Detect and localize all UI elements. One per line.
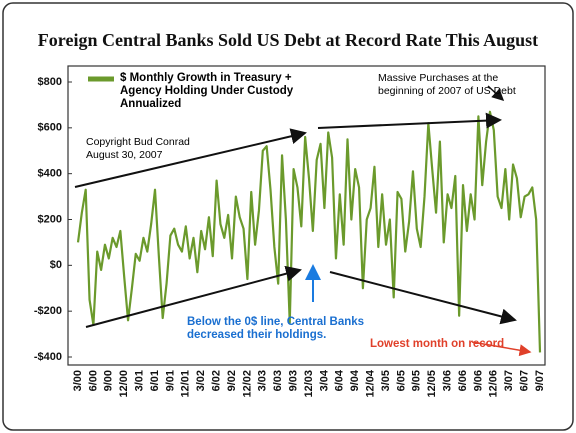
x-tick-label: 12/00 bbox=[118, 370, 130, 398]
arrow bbox=[471, 341, 532, 357]
y-tick-label: $400 bbox=[38, 168, 62, 180]
x-tick-label: 9/05 bbox=[411, 370, 423, 391]
x-tick-label: 12/04 bbox=[365, 369, 377, 397]
y-tick-label: $0 bbox=[50, 259, 62, 271]
x-tick-label: 12/02 bbox=[241, 370, 253, 398]
x-tick-label: 9/03 bbox=[288, 370, 300, 391]
x-tick-label: 3/05 bbox=[380, 370, 392, 391]
annotation: Copyright Bud Conrad bbox=[86, 136, 190, 148]
x-tick-label: 9/02 bbox=[226, 370, 238, 391]
x-tick-label: 9/00 bbox=[103, 370, 115, 391]
x-tick-label: 9/06 bbox=[472, 370, 484, 391]
x-tick-label: 6/06 bbox=[457, 370, 469, 391]
y-tick-label: $800 bbox=[38, 76, 62, 88]
x-tick-label: 3/06 bbox=[442, 370, 454, 391]
x-tick-label: 9/07 bbox=[534, 370, 546, 391]
x-tick-label: 6/04 bbox=[334, 369, 346, 391]
x-tick-label: 12/03 bbox=[303, 370, 315, 398]
x-tick-label: 3/01 bbox=[134, 370, 146, 391]
annotation: August 30, 2007 bbox=[86, 149, 163, 161]
y-tick-label: $200 bbox=[38, 213, 62, 225]
x-tick-label: 12/06 bbox=[488, 370, 500, 398]
chart-title: Foreign Central Banks Sold US Debt at Re… bbox=[38, 30, 538, 50]
arrow bbox=[329, 271, 517, 325]
x-tick-label: 9/04 bbox=[349, 369, 361, 391]
x-tick-label: 6/02 bbox=[211, 370, 223, 391]
x-tick-label: 6/03 bbox=[272, 370, 284, 391]
plot-frame bbox=[67, 65, 546, 366]
x-tick-label: 3/03 bbox=[257, 370, 269, 391]
x-tick-label: 3/02 bbox=[195, 370, 207, 391]
x-tick-label: 6/01 bbox=[149, 370, 161, 391]
x-tick-label: 9/01 bbox=[164, 370, 176, 391]
x-tick-label: 6/05 bbox=[395, 370, 407, 391]
x-tick-label: 3/04 bbox=[318, 369, 330, 391]
arrow bbox=[317, 112, 502, 129]
arrow bbox=[85, 265, 302, 328]
legend-label: $ Monthly Growth in Treasury + Agency Ho… bbox=[120, 72, 294, 110]
x-tick-label: 12/01 bbox=[180, 370, 192, 398]
x-tick-label: 3/00 bbox=[72, 370, 84, 391]
x-tick-label: 6/00 bbox=[87, 370, 99, 391]
data-line bbox=[76, 110, 542, 353]
x-tick-label: 6/07 bbox=[519, 370, 531, 391]
x-tick-label: 12/05 bbox=[426, 370, 438, 398]
x-tick-label: 3/07 bbox=[503, 370, 515, 391]
arrow bbox=[487, 85, 505, 102]
y-tick-label: -$400 bbox=[34, 351, 62, 363]
arrow bbox=[74, 128, 307, 188]
annotation: Lowest month on record bbox=[370, 338, 505, 350]
annotation: Below the 0$ line, Central Banks decreas… bbox=[187, 316, 365, 341]
annotation: Massive Purchases at the beginning of 20… bbox=[378, 72, 516, 97]
y-tick-label: -$200 bbox=[34, 305, 62, 317]
y-tick-label: $600 bbox=[38, 122, 62, 134]
